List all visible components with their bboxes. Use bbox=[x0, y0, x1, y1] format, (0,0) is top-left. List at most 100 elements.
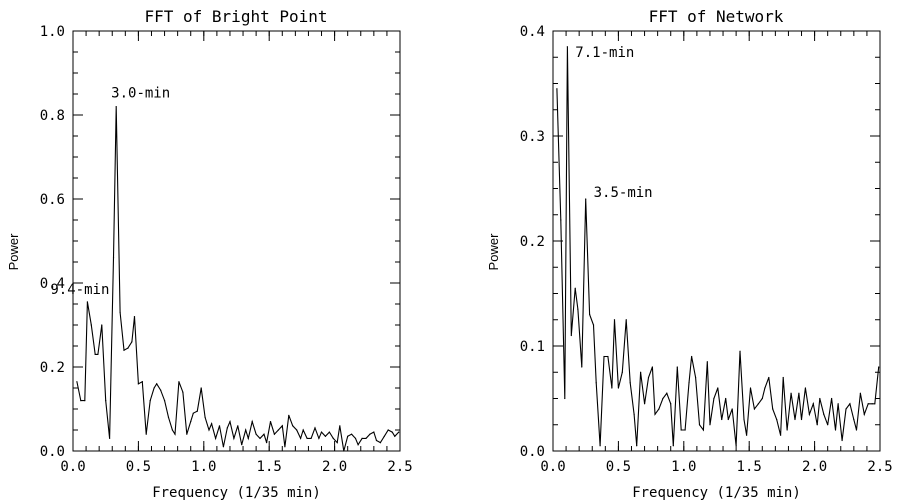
data-point bbox=[613, 319, 616, 321]
peak-annotation: 3.5-min bbox=[594, 185, 653, 201]
data-point bbox=[753, 408, 756, 410]
data-point bbox=[831, 397, 833, 400]
data-point bbox=[247, 437, 249, 439]
data-point bbox=[709, 424, 711, 426]
data-point bbox=[878, 366, 880, 368]
data-point bbox=[735, 445, 737, 447]
data-point bbox=[387, 429, 389, 431]
data-point bbox=[112, 257, 115, 259]
data-point bbox=[119, 311, 121, 313]
data-point bbox=[607, 355, 609, 358]
data-point bbox=[133, 316, 136, 318]
data-point bbox=[156, 383, 158, 385]
data-point bbox=[680, 429, 682, 431]
y-tick-label: 0.2 bbox=[520, 234, 545, 250]
data-point bbox=[782, 376, 784, 379]
data-point bbox=[757, 403, 759, 405]
data-point bbox=[845, 408, 847, 410]
x-tick-label: 2.5 bbox=[867, 459, 892, 475]
y-tick-label: 1.0 bbox=[40, 24, 65, 40]
data-point bbox=[237, 425, 239, 427]
data-point bbox=[86, 301, 88, 303]
y-tick-label: 0.4 bbox=[520, 24, 545, 40]
data-point bbox=[190, 421, 192, 423]
data-point bbox=[137, 383, 139, 385]
data-point bbox=[80, 400, 82, 402]
data-point bbox=[171, 429, 174, 431]
data-point bbox=[859, 392, 861, 394]
data-point bbox=[357, 444, 359, 446]
x-tick-label: 2.0 bbox=[802, 459, 827, 475]
data-point bbox=[670, 403, 672, 405]
chart-title: FFT of Network bbox=[649, 7, 784, 26]
data-point bbox=[581, 366, 583, 368]
data-point bbox=[109, 437, 111, 439]
data-point bbox=[863, 413, 865, 415]
data-point bbox=[651, 366, 654, 368]
data-point bbox=[163, 400, 166, 402]
data-point bbox=[375, 439, 378, 442]
data-point bbox=[698, 424, 701, 426]
data-point bbox=[178, 381, 180, 383]
data-point bbox=[204, 416, 206, 418]
data-point bbox=[251, 421, 253, 423]
data-point bbox=[768, 376, 770, 379]
y-axis-label: Power bbox=[486, 233, 501, 271]
data-point bbox=[794, 418, 796, 421]
data-point bbox=[827, 424, 829, 426]
data-point bbox=[688, 382, 690, 384]
data-point bbox=[621, 371, 623, 373]
data-point bbox=[265, 442, 268, 444]
data-point bbox=[398, 431, 400, 433]
data-point bbox=[373, 431, 375, 433]
data-point bbox=[611, 387, 613, 389]
y-axis-label: Power bbox=[6, 233, 21, 271]
power-spectrum-line bbox=[76, 106, 400, 452]
data-point bbox=[592, 324, 595, 326]
x-axis-label: Frequency (1/35 min) bbox=[632, 485, 801, 501]
data-point bbox=[208, 429, 210, 431]
data-point bbox=[823, 413, 825, 415]
data-point bbox=[361, 437, 363, 439]
data-point bbox=[786, 429, 788, 431]
data-point bbox=[808, 413, 810, 415]
data-point bbox=[288, 414, 290, 416]
data-point bbox=[564, 397, 566, 400]
data-point bbox=[226, 427, 228, 429]
data-point bbox=[369, 433, 371, 435]
data-point bbox=[672, 445, 674, 447]
data-point bbox=[761, 397, 763, 400]
data-point bbox=[804, 387, 807, 389]
data-point bbox=[167, 416, 170, 418]
data-point bbox=[560, 219, 562, 221]
y-tick-label: 0.6 bbox=[40, 192, 65, 208]
data-point bbox=[694, 376, 697, 379]
data-point bbox=[351, 433, 353, 435]
data-point bbox=[643, 403, 646, 405]
data-point bbox=[834, 429, 837, 431]
data-point bbox=[867, 403, 869, 405]
data-point bbox=[324, 435, 327, 437]
data-point bbox=[702, 429, 705, 431]
y-tick-label: 0.0 bbox=[40, 444, 65, 460]
data-point bbox=[658, 408, 660, 410]
data-point bbox=[603, 355, 605, 358]
data-point bbox=[84, 400, 86, 402]
x-tick-label: 1.0 bbox=[671, 459, 696, 475]
peak-annotation: 7.1-min bbox=[575, 45, 634, 61]
data-point bbox=[790, 392, 792, 394]
data-point bbox=[599, 445, 601, 447]
x-tick-label: 0.5 bbox=[606, 459, 631, 475]
data-point bbox=[343, 450, 345, 452]
data-point bbox=[855, 429, 858, 431]
data-point bbox=[328, 431, 330, 433]
data-point bbox=[292, 425, 294, 427]
data-point bbox=[570, 334, 572, 337]
data-point bbox=[749, 387, 752, 389]
data-point bbox=[284, 446, 286, 448]
peak-annotation: 9.4-min bbox=[50, 282, 109, 298]
data-point bbox=[772, 408, 774, 410]
data-point bbox=[837, 403, 839, 405]
data-point bbox=[691, 355, 693, 358]
data-point bbox=[259, 437, 261, 439]
